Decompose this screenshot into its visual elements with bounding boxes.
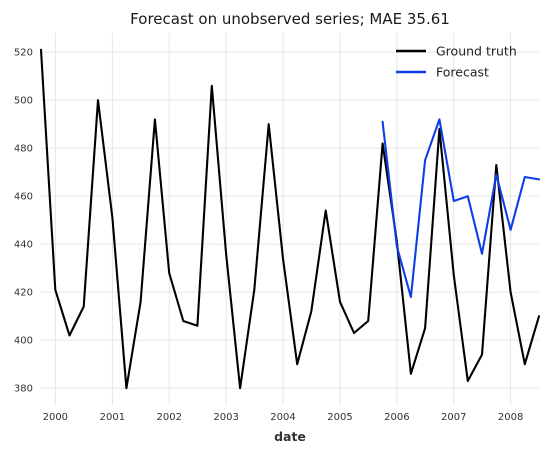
x-axis-ticks: 2000 2001 2002 2003 2004 2005 2006 2007 2008 [43, 412, 524, 423]
series-layer [39, 48, 541, 390]
x-tick-label: 2000 [43, 412, 68, 423]
y-axis-ticks: 380 400 420 440 460 480 500 520 [14, 48, 33, 395]
y-tick-label: 420 [14, 288, 33, 299]
y-tick-label: 500 [14, 96, 33, 107]
series-line-ground-truth [39, 48, 541, 390]
chart-title: Forecast on unobserved series; MAE 35.61 [130, 10, 450, 28]
y-tick-label: 520 [14, 48, 33, 59]
x-tick-label: 2008 [498, 412, 523, 423]
y-tick-label: 440 [14, 240, 33, 251]
legend: Ground truth Forecast [396, 44, 517, 80]
x-tick-label: 2003 [213, 412, 238, 423]
legend-label-ground-truth: Ground truth [436, 44, 517, 59]
x-tick-label: 2004 [270, 412, 295, 423]
y-tick-label: 400 [14, 336, 33, 347]
x-tick-label: 2001 [100, 412, 125, 423]
y-tick-label: 380 [14, 384, 33, 395]
x-tick-label: 2002 [157, 412, 182, 423]
y-tick-label: 480 [14, 144, 33, 155]
grid [41, 33, 539, 405]
x-axis-title: date [274, 429, 306, 444]
y-tick-label: 460 [14, 192, 33, 203]
x-tick-label: 2005 [327, 412, 352, 423]
x-tick-label: 2007 [441, 412, 466, 423]
legend-label-forecast: Forecast [436, 65, 489, 80]
series-line-forecast [381, 118, 541, 299]
x-tick-label: 2006 [384, 412, 409, 423]
